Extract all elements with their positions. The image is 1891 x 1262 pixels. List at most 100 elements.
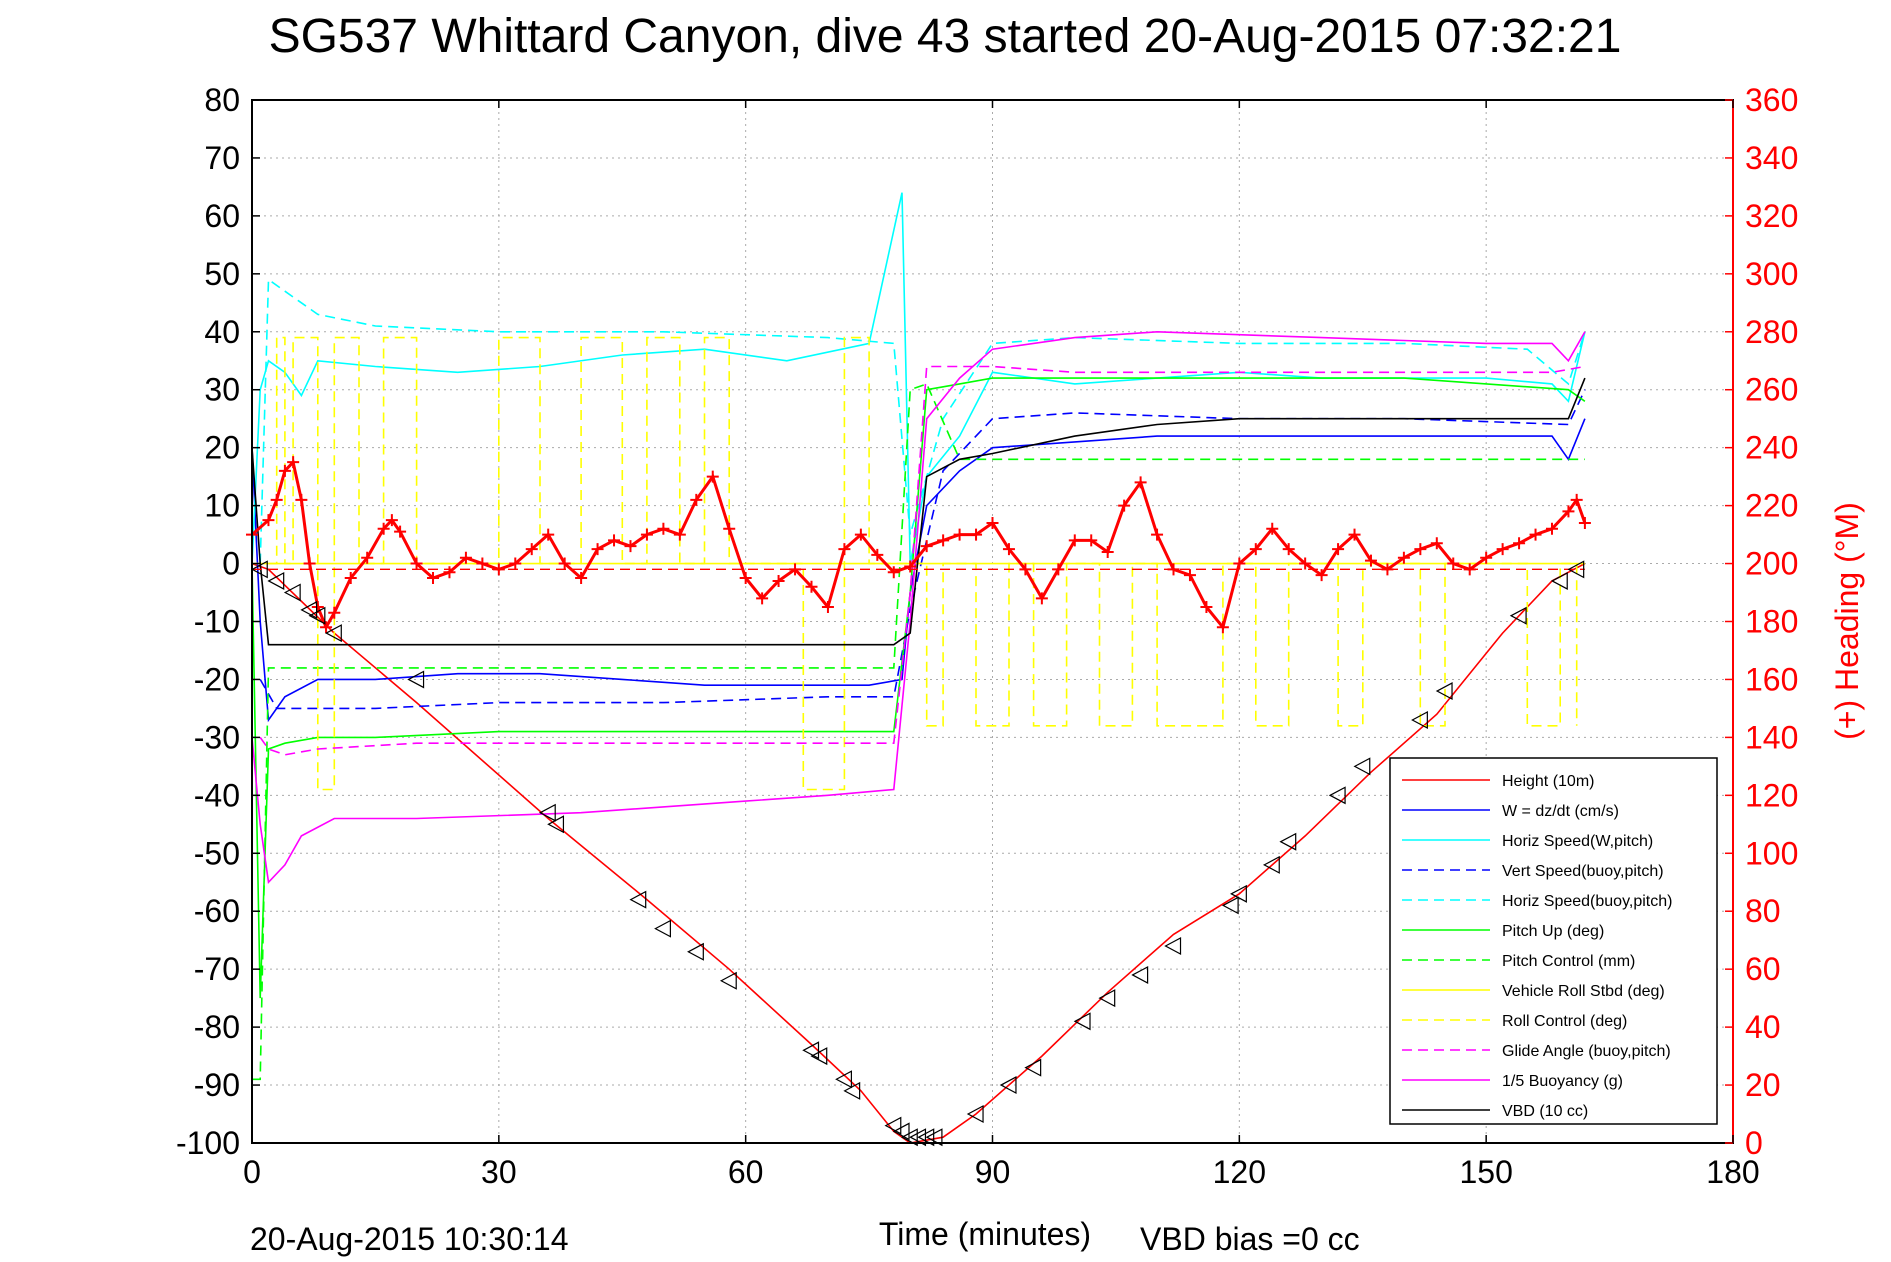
y-tick-label: -10: [194, 604, 240, 640]
legend-label-2: Horiz Speed(W,pitch): [1502, 833, 1653, 850]
height-marker: [917, 1128, 935, 1147]
height-marker: [1435, 682, 1453, 701]
heading-point: [821, 601, 834, 614]
heading-point: [287, 456, 300, 469]
legend-label-4: Horiz Speed(buoy,pitch): [1502, 893, 1672, 910]
chart-title: SG537 Whittard Canyon, dive 43 started 2…: [269, 10, 1622, 63]
heading-point: [986, 516, 999, 529]
height-marker: [1279, 832, 1297, 851]
heading-point: [328, 606, 341, 619]
height-marker: [629, 890, 647, 909]
series-line-11: [251, 377, 1586, 646]
x-tick-label: 60: [728, 1154, 764, 1190]
heading-series: [246, 456, 1591, 634]
heading-point: [591, 543, 604, 556]
y2-tick-label: 280: [1745, 314, 1798, 350]
y-tick-label: 10: [204, 488, 240, 524]
heading-point: [394, 525, 407, 538]
y-tick-label: -80: [194, 1009, 240, 1045]
heading-point: [443, 566, 456, 579]
heading-point: [278, 464, 291, 477]
y2-tick-label: 100: [1745, 835, 1798, 871]
y2-tick-label: 80: [1745, 893, 1781, 929]
height-marker: [1073, 1012, 1091, 1031]
right-y-ticks: 3603403203002802602402202001801601401201…: [1725, 82, 1798, 1161]
height-marker: [1131, 965, 1149, 984]
heading-point: [295, 493, 308, 506]
heading-point: [1282, 543, 1295, 556]
heading-point: [739, 572, 752, 585]
height-marker: [547, 815, 565, 834]
height-marker: [250, 560, 268, 579]
height-marker: [1230, 884, 1247, 903]
x-ticks: 0 30 60 90 120 150 180: [243, 100, 1760, 1190]
heading-point: [1529, 528, 1542, 541]
heading-point: [640, 528, 653, 541]
heading-point: [320, 621, 333, 634]
heading-point: [657, 522, 670, 535]
heading-point: [1216, 621, 1229, 634]
heading-point: [385, 514, 398, 527]
heading-point: [953, 528, 966, 541]
heading-point: [1381, 563, 1394, 576]
heading-point: [1315, 569, 1328, 582]
heading-point: [1019, 563, 1032, 576]
heading-point: [459, 551, 472, 564]
legend-label-6: Pitch Control (mm): [1502, 953, 1635, 970]
x-tick-label: 180: [1706, 1154, 1759, 1190]
heading-point: [772, 574, 785, 587]
height-marker: [719, 971, 737, 990]
legend-label-1: W = dz/dt (cm/s): [1502, 803, 1619, 820]
heading-point: [1167, 563, 1180, 576]
series-line-0: [251, 562, 1586, 1144]
height-marker: [1550, 571, 1568, 590]
heading-point: [1101, 545, 1114, 558]
legend-label-9: Glide Angle (buoy,pitch): [1502, 1043, 1671, 1060]
y2-tick-label: 320: [1745, 198, 1798, 234]
heading-point: [476, 557, 489, 570]
right-y-axis-label: (+) Heading (°M): [1829, 502, 1865, 740]
height-marker: [283, 583, 301, 602]
heading-point: [1085, 534, 1098, 547]
height-marker: [843, 1081, 861, 1100]
height-marker: [909, 1128, 927, 1147]
y-tick-label: 30: [204, 372, 240, 408]
heading-point: [1397, 551, 1410, 564]
plot-series: [251, 192, 1586, 1144]
heading-point: [608, 534, 621, 547]
heading-point: [1570, 493, 1583, 506]
y2-tick-label: 180: [1745, 604, 1798, 640]
heading-point: [1299, 557, 1312, 570]
left-y-ticks: 80 70 60 50 40 30 20 10 0 -10 -20 -30 -40 -50 -60 -70 -8…: [176, 82, 260, 1161]
x-tick-label: 150: [1459, 1154, 1512, 1190]
height-marker: [687, 942, 704, 961]
heading-point: [1513, 537, 1526, 550]
y2-tick-label: 300: [1745, 256, 1798, 292]
height-marker: [325, 624, 342, 643]
x-tick-label: 0: [243, 1154, 261, 1190]
y-tick-label: -30: [194, 719, 240, 755]
y-tick-label: -20: [194, 661, 240, 697]
heading-point: [1496, 543, 1509, 556]
heading-point: [262, 514, 275, 527]
heading-point: [1118, 499, 1131, 512]
y2-tick-label: 120: [1745, 777, 1798, 813]
y2-tick-label: 0: [1745, 1125, 1763, 1161]
heading-point: [1430, 537, 1443, 550]
heading-point: [1414, 543, 1427, 556]
height-marker: [835, 1070, 852, 1089]
height-marker: [900, 1128, 918, 1147]
heading-point: [690, 493, 703, 506]
heading-point: [756, 592, 769, 605]
height-marker: [802, 1041, 820, 1060]
height-marker: [300, 600, 318, 619]
heading-point: [970, 528, 983, 541]
footer-timestamp: 20-Aug-2015 10:30:14: [250, 1221, 568, 1257]
height-markers: [250, 560, 1585, 1147]
height-marker: [407, 670, 425, 689]
y2-tick-label: 140: [1745, 719, 1798, 755]
legend-label-10: 1/5 Buoyancy (g): [1502, 1073, 1623, 1090]
heading-point: [706, 470, 719, 483]
heading-point: [838, 543, 851, 556]
y-tick-label: -40: [194, 777, 240, 813]
